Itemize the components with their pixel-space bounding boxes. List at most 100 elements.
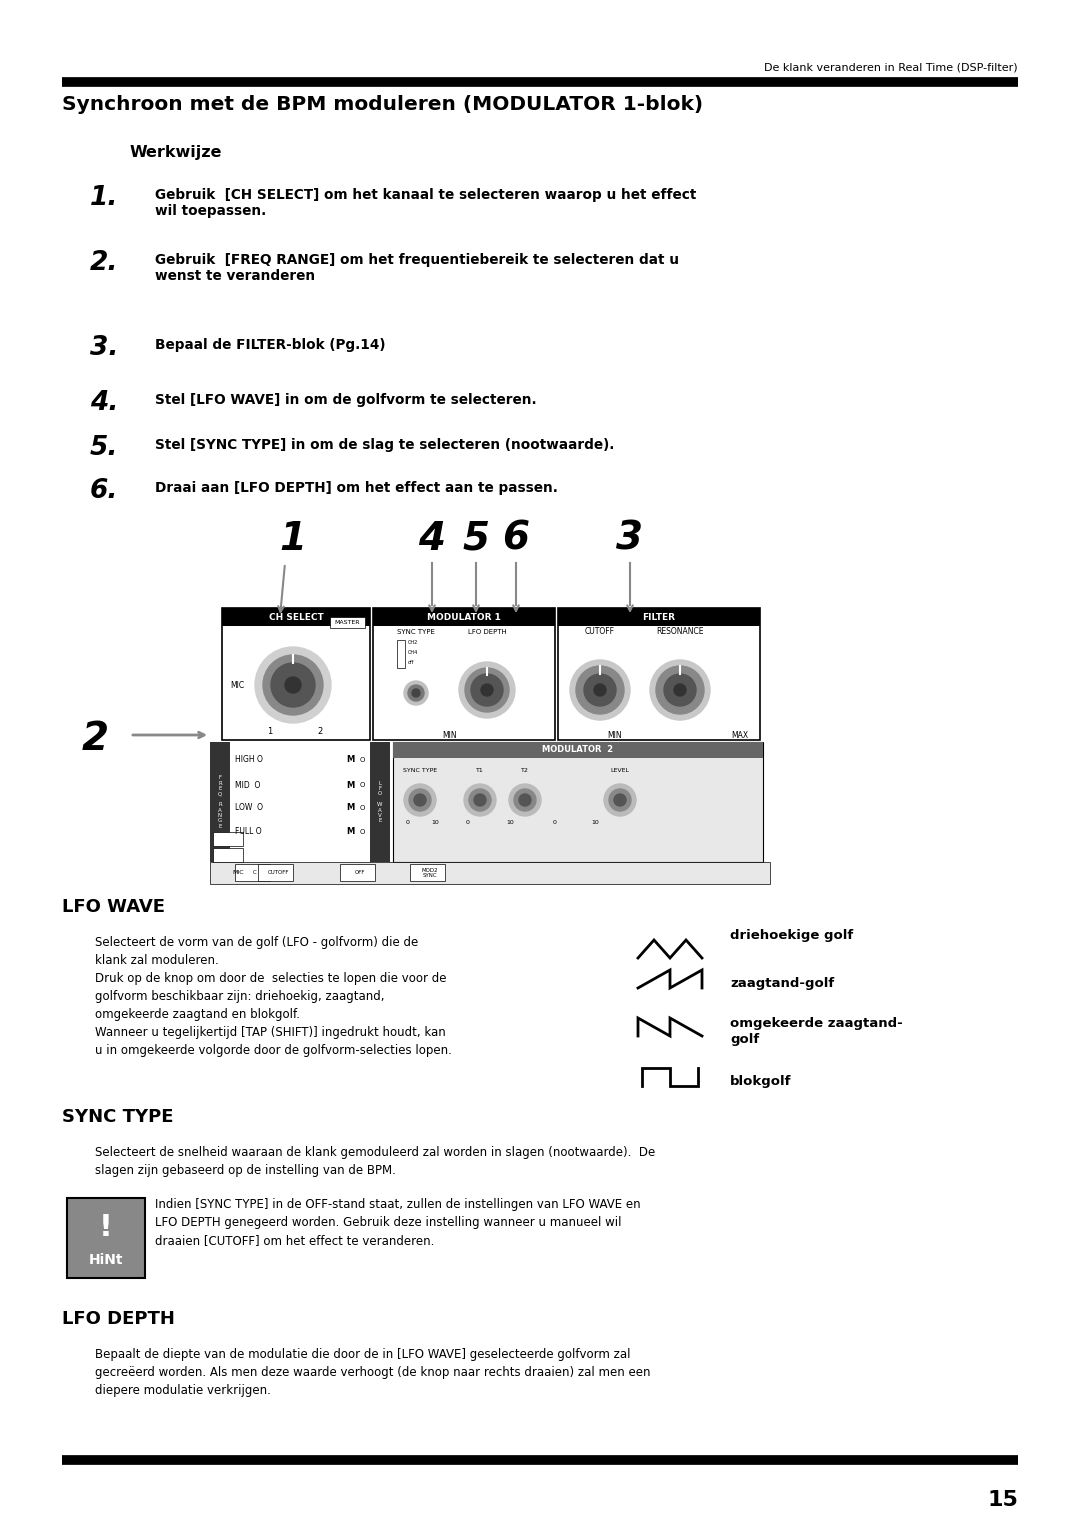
Text: Synchroon met de BPM moduleren (MODULATOR 1-blok): Synchroon met de BPM moduleren (MODULATO…	[62, 95, 703, 115]
Text: SYNC TYPE: SYNC TYPE	[403, 767, 437, 773]
Text: 0: 0	[553, 819, 557, 825]
Bar	[393, 743, 762, 758]
Text: driehoekige golf: driehoekige golf	[730, 929, 853, 941]
Circle shape	[650, 660, 710, 720]
Text: CH4: CH4	[408, 649, 418, 654]
Text: 10: 10	[431, 819, 438, 825]
Bar	[558, 608, 760, 626]
Circle shape	[570, 660, 630, 720]
Circle shape	[271, 663, 315, 707]
Bar	[222, 608, 370, 740]
Text: 0: 0	[406, 819, 410, 825]
Text: Werkwijze: Werkwijze	[130, 145, 222, 160]
Text: MIN: MIN	[443, 730, 457, 740]
Circle shape	[584, 674, 616, 706]
Bar	[213, 833, 243, 847]
Text: 10: 10	[591, 819, 599, 825]
Bar	[410, 863, 445, 882]
Circle shape	[481, 685, 492, 695]
Text: T1: T1	[476, 767, 484, 773]
Bar	[397, 640, 405, 668]
Circle shape	[509, 784, 541, 816]
Circle shape	[474, 795, 486, 805]
Circle shape	[409, 788, 431, 811]
Circle shape	[656, 666, 704, 714]
Text: 15: 15	[987, 1490, 1018, 1510]
Circle shape	[664, 674, 696, 706]
Text: 2: 2	[318, 727, 323, 736]
Text: FILTER: FILTER	[643, 613, 675, 622]
Text: M: M	[346, 828, 354, 836]
Text: M: M	[346, 755, 354, 764]
Circle shape	[519, 795, 531, 805]
Circle shape	[464, 784, 496, 816]
Circle shape	[408, 685, 424, 701]
Circle shape	[255, 646, 330, 723]
Circle shape	[264, 656, 323, 715]
Bar	[67, 1198, 145, 1277]
Text: O: O	[360, 756, 365, 762]
Text: CUTOFF: CUTOFF	[585, 628, 615, 637]
Text: CH2: CH2	[408, 640, 418, 645]
Circle shape	[465, 668, 509, 712]
Text: off: off	[408, 660, 415, 665]
Bar	[373, 608, 555, 740]
Text: O: O	[360, 830, 365, 834]
Text: zaagtand-golf: zaagtand-golf	[730, 976, 834, 990]
Text: CUTOFF: CUTOFF	[267, 871, 288, 876]
Text: Selecteert de snelheid waaraan de klank gemoduleerd zal worden in slagen (nootwa: Selecteert de snelheid waaraan de klank …	[95, 1146, 656, 1177]
Text: C: C	[253, 871, 257, 876]
Bar	[210, 862, 770, 885]
Circle shape	[404, 784, 436, 816]
Text: 10: 10	[507, 819, 514, 825]
Text: !: !	[99, 1213, 113, 1242]
Bar	[373, 608, 555, 626]
Bar	[235, 863, 270, 882]
Text: Gebruik  [FREQ RANGE] om het frequentiebereik te selecteren dat u
wenst te veran: Gebruik [FREQ RANGE] om het frequentiebe…	[156, 254, 679, 283]
Text: MASTER: MASTER	[334, 619, 360, 625]
Bar	[340, 863, 375, 882]
Circle shape	[411, 689, 420, 697]
Text: SYNC TYPE: SYNC TYPE	[397, 630, 435, 636]
Circle shape	[615, 795, 626, 805]
Bar	[370, 743, 390, 862]
Bar	[222, 608, 370, 626]
Text: FULL O: FULL O	[235, 828, 261, 836]
Text: Gebruik  [CH SELECT] om het kanaal te selecteren waarop u het effect
wil toepass: Gebruik [CH SELECT] om het kanaal te sel…	[156, 188, 697, 219]
Text: LOW  O: LOW O	[235, 804, 264, 813]
Text: LEVEL: LEVEL	[610, 767, 630, 773]
Text: 3: 3	[617, 520, 644, 558]
Text: OFF: OFF	[354, 871, 365, 876]
Text: Bepaal de FILTER-blok (Pg.14): Bepaal de FILTER-blok (Pg.14)	[156, 338, 386, 351]
Text: 3.: 3.	[90, 335, 119, 361]
Text: HiNt: HiNt	[89, 1253, 123, 1267]
Text: MODULATOR  2: MODULATOR 2	[542, 746, 613, 755]
Text: T2: T2	[521, 767, 529, 773]
Text: De klank veranderen in Real Time (DSP-filter): De klank veranderen in Real Time (DSP-fi…	[765, 63, 1018, 72]
Text: HIGH O: HIGH O	[235, 755, 262, 764]
Circle shape	[404, 681, 428, 704]
Bar	[210, 743, 230, 862]
Text: M: M	[346, 804, 354, 813]
Bar	[393, 743, 762, 862]
Circle shape	[469, 788, 491, 811]
Text: 0: 0	[467, 819, 470, 825]
Bar	[258, 863, 293, 882]
Text: Bepaalt de diepte van de modulatie die door de in [LFO WAVE] geselecteerde golfv: Bepaalt de diepte van de modulatie die d…	[95, 1348, 650, 1397]
Text: 1: 1	[268, 727, 272, 736]
Text: LFO DEPTH: LFO DEPTH	[62, 1309, 175, 1328]
Bar	[558, 608, 760, 740]
Text: MIC: MIC	[230, 680, 244, 689]
Text: MIN: MIN	[608, 730, 622, 740]
Circle shape	[471, 674, 503, 706]
Bar	[330, 617, 365, 628]
Text: 5: 5	[462, 520, 489, 558]
Text: MOD2
SYNC: MOD2 SYNC	[421, 868, 438, 879]
Text: 6.: 6.	[90, 478, 119, 504]
Text: Selecteert de vorm van de golf (LFO - golfvorm) die de
klank zal moduleren.
Druk: Selecteert de vorm van de golf (LFO - go…	[95, 937, 451, 1057]
Text: 5.: 5.	[90, 435, 119, 461]
Circle shape	[576, 666, 624, 714]
Text: RESONANCE: RESONANCE	[657, 628, 704, 637]
Text: 1.: 1.	[90, 185, 119, 211]
Circle shape	[674, 685, 686, 695]
